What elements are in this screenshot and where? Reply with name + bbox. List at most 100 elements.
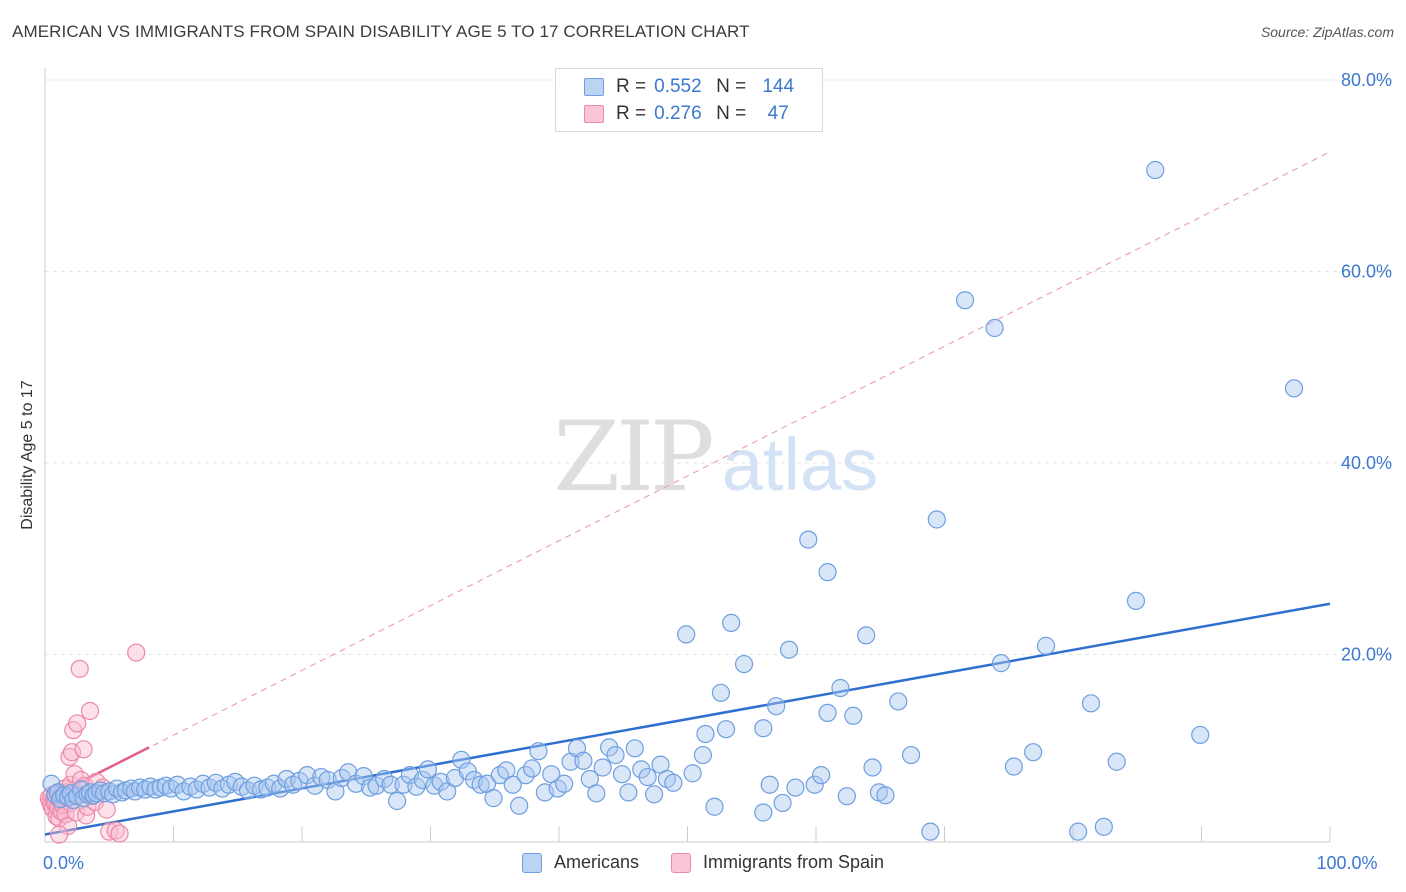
data-point-americans <box>346 774 366 793</box>
data-point-americans <box>955 291 975 310</box>
data-point-americans <box>844 706 863 725</box>
data-point-spain <box>68 714 87 733</box>
legend-r-value: 0.276 <box>654 103 702 124</box>
series-swatch-americans <box>521 852 542 873</box>
data-point-americans <box>773 793 792 813</box>
data-point-americans <box>612 765 632 784</box>
data-point-americans <box>857 626 876 645</box>
data-point-americans <box>1004 757 1023 776</box>
data-point-americans <box>638 767 657 787</box>
data-point-americans <box>876 786 895 805</box>
data-point-americans <box>354 767 373 786</box>
series-legend: Americans Immigrants from Spain <box>0 852 1406 873</box>
legend-row-spain: R = 0.276 N = 47 <box>556 101 802 127</box>
data-point-americans <box>510 796 529 815</box>
data-point-americans <box>484 789 503 808</box>
data-point-americans <box>1107 752 1126 771</box>
data-point-americans <box>1024 743 1043 762</box>
legend-swatch-spain <box>584 105 604 123</box>
data-point-americans <box>431 772 450 791</box>
data-point-americans <box>722 613 741 633</box>
data-point-americans <box>754 719 773 738</box>
data-point-americans <box>664 773 683 792</box>
y-tick-label: 60.0% <box>1341 262 1392 282</box>
data-point-americans <box>677 625 696 644</box>
data-point-americans <box>1146 160 1165 180</box>
data-point-americans <box>693 745 713 765</box>
data-point-spain <box>50 825 69 844</box>
series-label-spain: Immigrants from Spain <box>702 852 885 872</box>
data-point-americans <box>786 778 805 797</box>
data-point-americans <box>1094 817 1113 836</box>
data-point-americans <box>555 774 574 793</box>
data-point-americans <box>644 785 664 804</box>
data-point-americans <box>1036 636 1056 655</box>
data-point-americans <box>863 758 882 777</box>
data-point-americans <box>754 803 773 822</box>
data-point-spain <box>74 740 93 759</box>
data-point-americans <box>1081 694 1101 713</box>
legend-swatch-americans <box>584 78 604 96</box>
watermark-atlas: atlas <box>722 423 878 506</box>
series-legend-americans: Americans <box>521 852 639 873</box>
data-point-americans <box>387 791 407 811</box>
data-point-americans <box>921 822 940 841</box>
data-point-americans <box>711 683 731 702</box>
data-point-americans <box>381 775 400 794</box>
data-point-americans <box>985 318 1004 338</box>
data-point-americans <box>927 510 946 529</box>
data-point-americans <box>901 745 921 765</box>
data-point-americans <box>529 742 548 761</box>
data-point-americans <box>1126 591 1146 610</box>
data-point-spain <box>110 824 129 843</box>
watermark-zip: ZIP <box>553 401 712 513</box>
axes <box>44 68 1331 843</box>
data-point-americans <box>574 751 593 770</box>
data-point-americans <box>683 764 702 783</box>
data-point-spain <box>62 743 82 762</box>
data-point-spain <box>80 701 100 721</box>
y-tick-label: 80.0% <box>1341 70 1392 90</box>
data-point-americans <box>587 784 606 803</box>
legend-n-value: 47 <box>767 103 789 124</box>
data-point-americans <box>619 783 638 802</box>
trend-line-americans <box>44 602 1331 836</box>
series-label-americans: Americans <box>553 852 639 872</box>
data-point-americans <box>889 692 908 711</box>
data-point-americans <box>1069 822 1088 841</box>
data-point-americans <box>503 775 522 794</box>
x-tick-label: 100.0% <box>1316 853 1377 873</box>
data-point-spain <box>60 747 79 767</box>
data-point-americans <box>767 697 786 716</box>
data-point-americans <box>805 775 824 794</box>
y-tick-label: 20.0% <box>1341 645 1392 665</box>
data-point-americans <box>452 750 471 769</box>
trend-line-spain-extended <box>44 151 1331 801</box>
data-point-americans <box>407 777 426 796</box>
data-point-americans <box>818 703 837 723</box>
x-tick-label: 0.0% <box>43 853 84 873</box>
data-point-americans <box>991 654 1011 673</box>
data-points <box>39 160 1304 844</box>
series-swatch-spain <box>670 852 691 873</box>
data-point-americans <box>438 782 457 801</box>
data-point-americans <box>831 678 850 698</box>
chart-title: AMERICAN VS IMMIGRANTS FROM SPAIN DISABI… <box>12 22 750 41</box>
data-point-americans <box>1284 379 1304 398</box>
source-label: Source: ZipAtlas.com <box>1260 24 1394 40</box>
data-point-americans <box>705 797 724 816</box>
legend-n-value: 144 <box>762 76 795 97</box>
series-legend-spain: Immigrants from Spain <box>670 852 885 873</box>
data-point-americans <box>136 780 155 799</box>
data-point-americans <box>716 720 736 739</box>
data-point-americans <box>1191 725 1210 745</box>
data-point-americans <box>799 530 818 549</box>
data-point-americans <box>734 654 754 674</box>
data-point-americans <box>818 563 837 582</box>
legend-r-label: R = <box>616 103 647 124</box>
data-point-americans <box>696 724 715 744</box>
legend-n-label: N = <box>716 76 747 97</box>
data-point-americans <box>361 778 380 797</box>
legend-r-label: R = <box>616 76 647 97</box>
data-point-americans <box>606 745 625 765</box>
